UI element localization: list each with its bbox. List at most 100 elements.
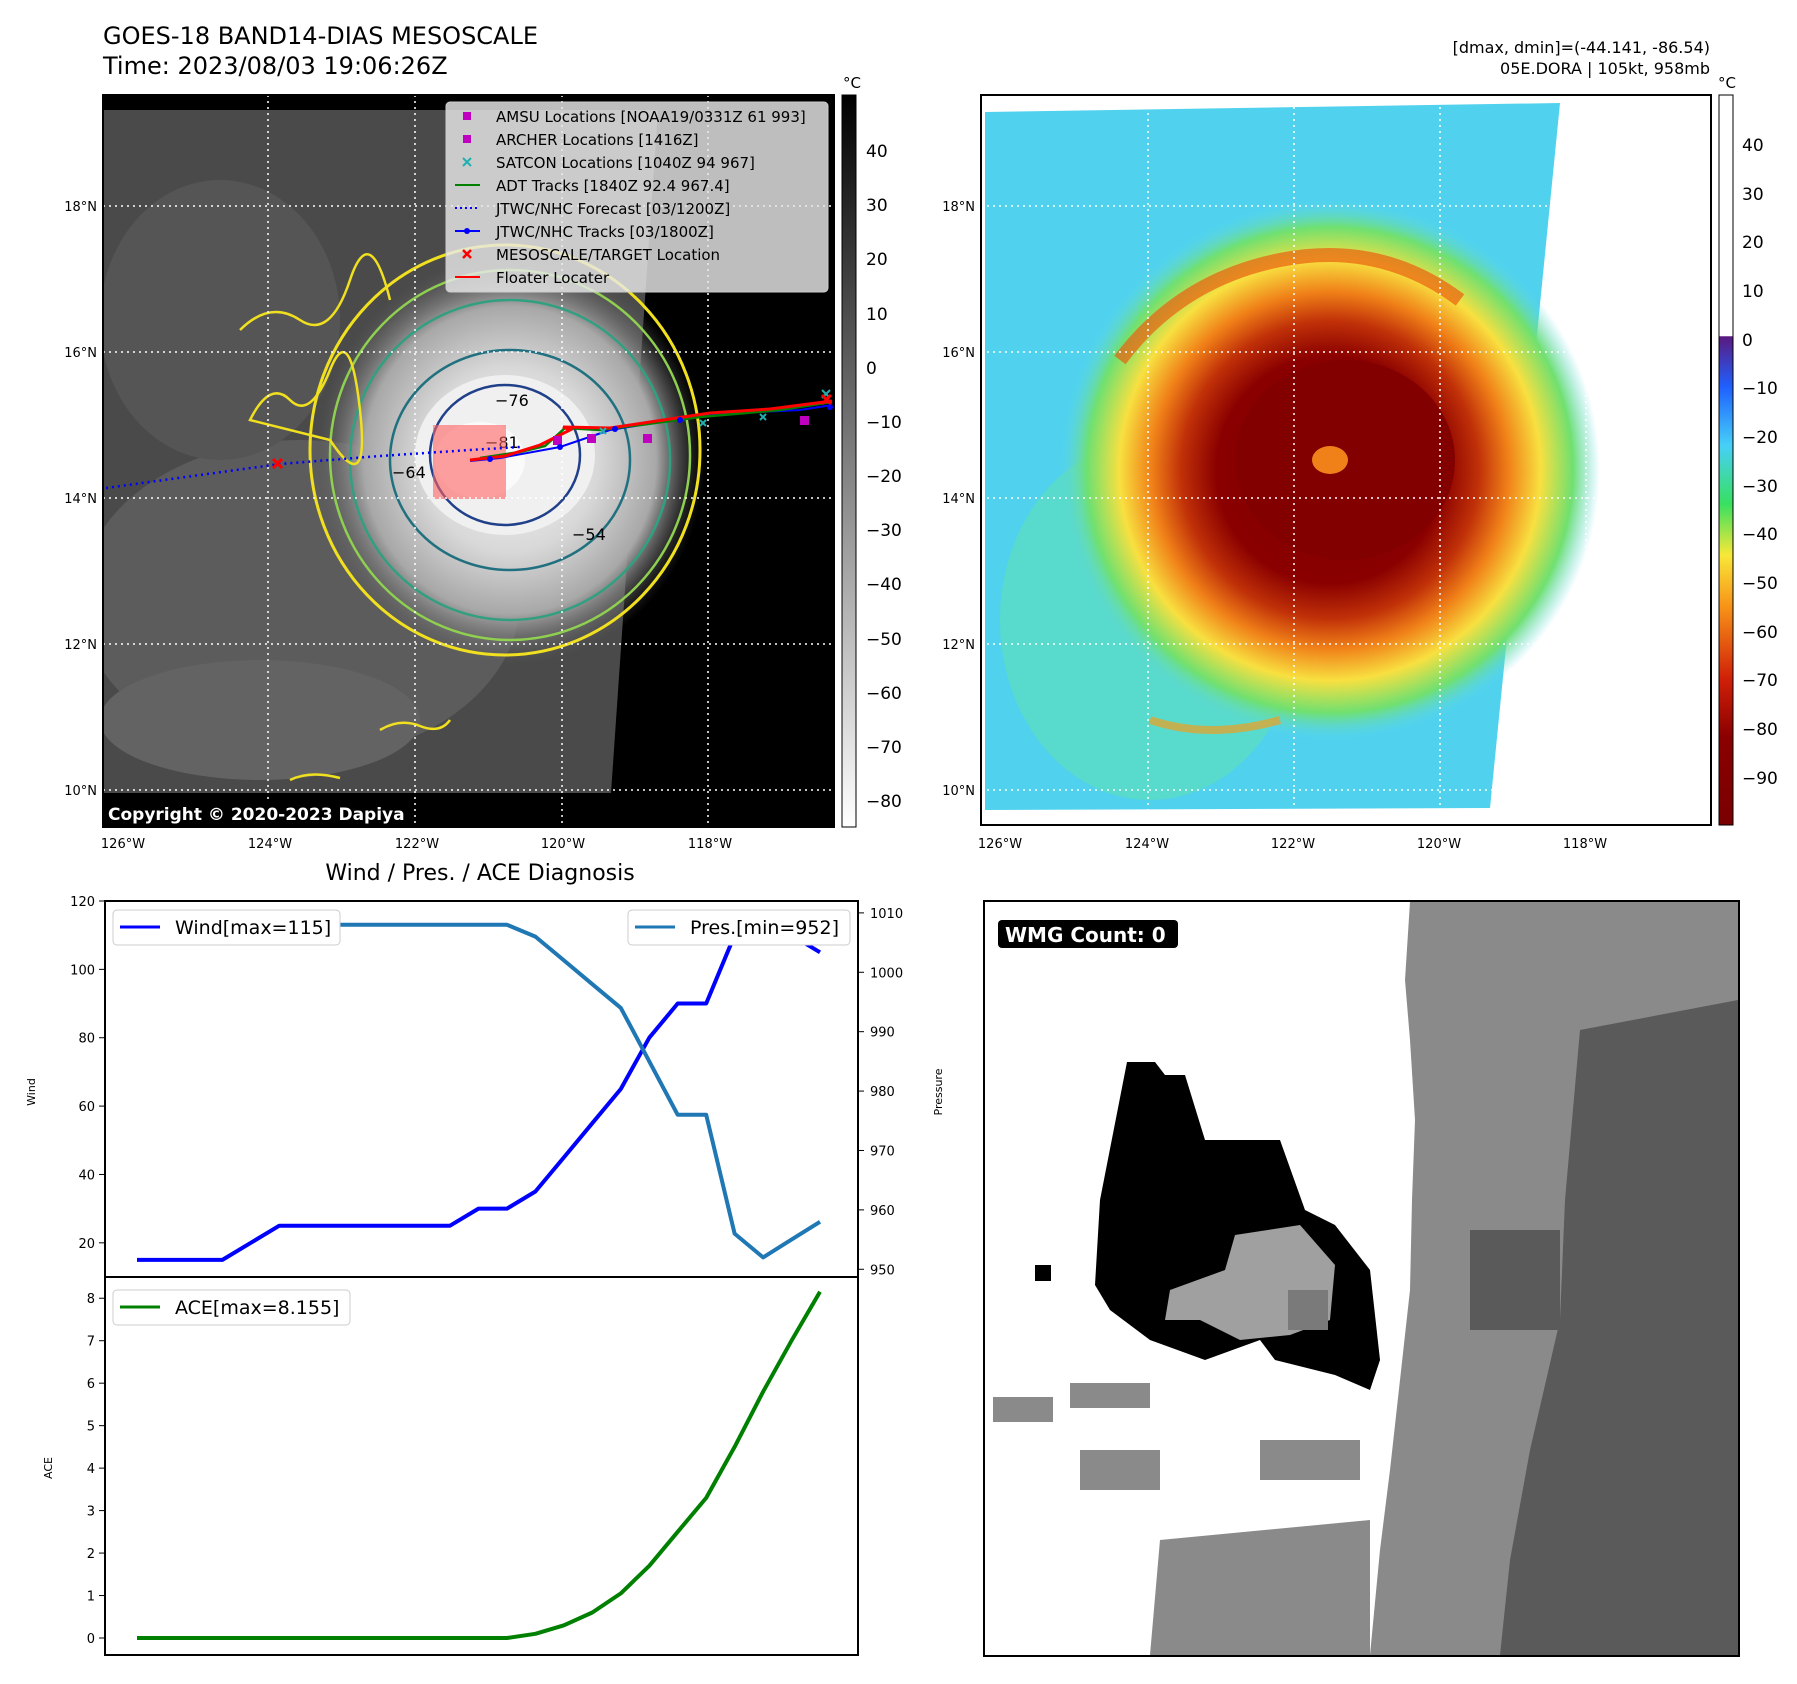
ir-lon-126: 126°W	[101, 837, 145, 852]
copyright-text: Copyright © 2020-2023 Dapiya	[108, 805, 405, 825]
cl-cb-tick: 10	[1742, 282, 1764, 302]
cl-cb-tick: −90	[1742, 769, 1778, 789]
figure-time: Time: 2023/08/03 19:06:26Z	[102, 52, 448, 80]
ir-cb-tick: −20	[866, 467, 902, 487]
wmg-count-badge: WMG Count: 0	[1005, 923, 1166, 947]
pressure-legend: Pres.[min=952]	[627, 909, 851, 946]
contour-label-64: −64	[392, 463, 426, 482]
amsu-markers	[553, 416, 809, 445]
wind-tick-label: 80	[78, 1032, 95, 1047]
diagnosis-title: Wind / Pres. / ACE Diagnosis	[325, 861, 634, 886]
figure-title: GOES-18 BAND14-DIAS MESOSCALE	[103, 22, 538, 50]
legend-floater-label: Floater Locater	[496, 269, 610, 287]
ir-cb-tick: −60	[866, 684, 902, 704]
cl-lat-10: 10°N	[942, 784, 975, 799]
floater-locater-line	[469, 399, 833, 462]
cl-cb-tick: 0	[1742, 331, 1753, 351]
legend-forecast-label: JTWC/NHC Forecast [03/1200Z]	[495, 200, 730, 218]
contour-label-54: −54	[572, 525, 606, 544]
legend-satcon-label: SATCON Locations [1040Z 94 967]	[496, 154, 755, 172]
cl-lon-126: 126°W	[978, 837, 1022, 852]
wind-pressure-axes	[104, 900, 859, 1278]
legend-archer-icon	[463, 135, 471, 143]
cl-lon-120: 120°W	[1417, 837, 1461, 852]
color-lat-labels: 18°N 16°N 14°N 12°N 10°N	[942, 200, 975, 799]
wind-tick-label: 100	[70, 963, 95, 978]
ace-series-group	[137, 1290, 822, 1640]
mesoscale-target-box	[433, 425, 506, 499]
ace-legend: ACE[max=8.155]	[112, 1289, 351, 1326]
ir-lon-124: 124°W	[248, 837, 292, 852]
legend-target-label: MESOSCALE/TARGET Location	[496, 246, 720, 264]
cl-cb-tick: 30	[1742, 185, 1764, 205]
pressure-tick-label: 980	[870, 1085, 895, 1100]
ir-colorbar	[841, 94, 857, 828]
cl-cb-tick: 20	[1742, 233, 1764, 253]
pressure-tick-label: 990	[870, 1026, 895, 1041]
cl-cb-tick: −20	[1742, 428, 1778, 448]
pressure-tick-label: 1010	[870, 907, 903, 922]
color-colorbar	[1718, 94, 1734, 826]
pressure-axis-label: Pressure	[932, 1068, 945, 1115]
wind-legend-label: Wind[max=115]	[175, 917, 331, 939]
wind-series-line	[137, 916, 822, 1262]
legend-jtwc-track-icon	[455, 228, 480, 234]
wind-legend: Wind[max=115]	[112, 909, 341, 946]
ir-cb-tick: 0	[866, 359, 877, 379]
cl-lon-118: 118°W	[1563, 837, 1607, 852]
target-marker-east	[820, 393, 833, 406]
ir-lat-14: 14°N	[64, 492, 97, 507]
cl-cb-tick: −50	[1742, 574, 1778, 594]
ir-lon-120: 120°W	[541, 837, 585, 852]
ace-tick-label: 8	[87, 1292, 95, 1307]
wmg-panel: WMG Count: 0	[983, 900, 1740, 1657]
cl-cb-tick: −30	[1742, 477, 1778, 497]
ir-lat-labels: 18°N 16°N 14°N 12°N 10°N	[64, 200, 97, 799]
cl-cb-tick: −40	[1742, 525, 1778, 545]
pressure-tick-label: 1000	[870, 966, 903, 981]
color-lon-labels: 126°W 124°W 122°W 120°W 118°W	[978, 837, 1607, 852]
wind-tick-label: 60	[78, 1100, 95, 1115]
cl-cb-tick: −10	[1742, 379, 1778, 399]
pressure-right-ticks: 1010 1000 990 980 970 960 950	[858, 907, 903, 1278]
ir-lat-10: 10°N	[64, 784, 97, 799]
ace-ticks: 8 7 6 5 4 3 2 1 0	[87, 1292, 105, 1647]
ir-colorbar-unit: °C	[843, 74, 861, 92]
ace-tick-label: 4	[87, 1462, 95, 1477]
wind-axis-label: Wind	[25, 1078, 38, 1106]
ir-cb-tick: −30	[866, 521, 902, 541]
cl-lat-14: 14°N	[942, 492, 975, 507]
ir-cb-tick: −50	[866, 630, 902, 650]
ace-tick-label: 1	[87, 1590, 95, 1605]
legend-satcon-icon	[462, 157, 472, 167]
mesoscale-target-marker	[271, 457, 284, 470]
ir-legend: AMSU Locations [NOAA19/0331Z 61 993] ARC…	[445, 101, 829, 293]
cl-lon-122: 122°W	[1271, 837, 1315, 852]
ir-lon-118: 118°W	[688, 837, 732, 852]
ir-colorbar-ticks: 40 30 20 10 0 −10 −20 −30 −40 −50 −60 −7…	[866, 142, 902, 812]
color-panel	[981, 95, 1711, 825]
ace-tick-label: 3	[87, 1505, 95, 1520]
legend-jtwc-track-label: JTWC/NHC Tracks [03/1800Z]	[495, 223, 714, 241]
ace-axes	[104, 1276, 859, 1656]
ir-cb-tick: 40	[866, 142, 888, 162]
wind-tick-label: 20	[78, 1237, 95, 1252]
cl-lat-18: 18°N	[942, 200, 975, 215]
color-colorbar-ticks: 40 30 20 10 0 −10 −20 −30 −40 −50 −60 −7…	[1742, 136, 1778, 789]
ace-legend-label: ACE[max=8.155]	[175, 1297, 339, 1319]
wind-tick-label: 120	[70, 895, 95, 910]
ir-cb-tick: −80	[866, 792, 902, 812]
pressure-tick-label: 970	[870, 1144, 895, 1159]
contour-label-76: −76	[495, 391, 529, 410]
ir-cb-tick: −40	[866, 575, 902, 595]
cl-cb-tick: −80	[1742, 720, 1778, 740]
ir-cb-tick: 20	[866, 250, 888, 270]
ir-cb-tick: −10	[866, 413, 902, 433]
ace-tick-label: 5	[87, 1420, 95, 1435]
cl-cb-tick: −70	[1742, 671, 1778, 691]
ace-tick-label: 0	[87, 1632, 95, 1647]
ace-tick-label: 6	[87, 1377, 95, 1392]
ir-cb-tick: 30	[866, 196, 888, 216]
ace-tick-label: 2	[87, 1547, 95, 1562]
